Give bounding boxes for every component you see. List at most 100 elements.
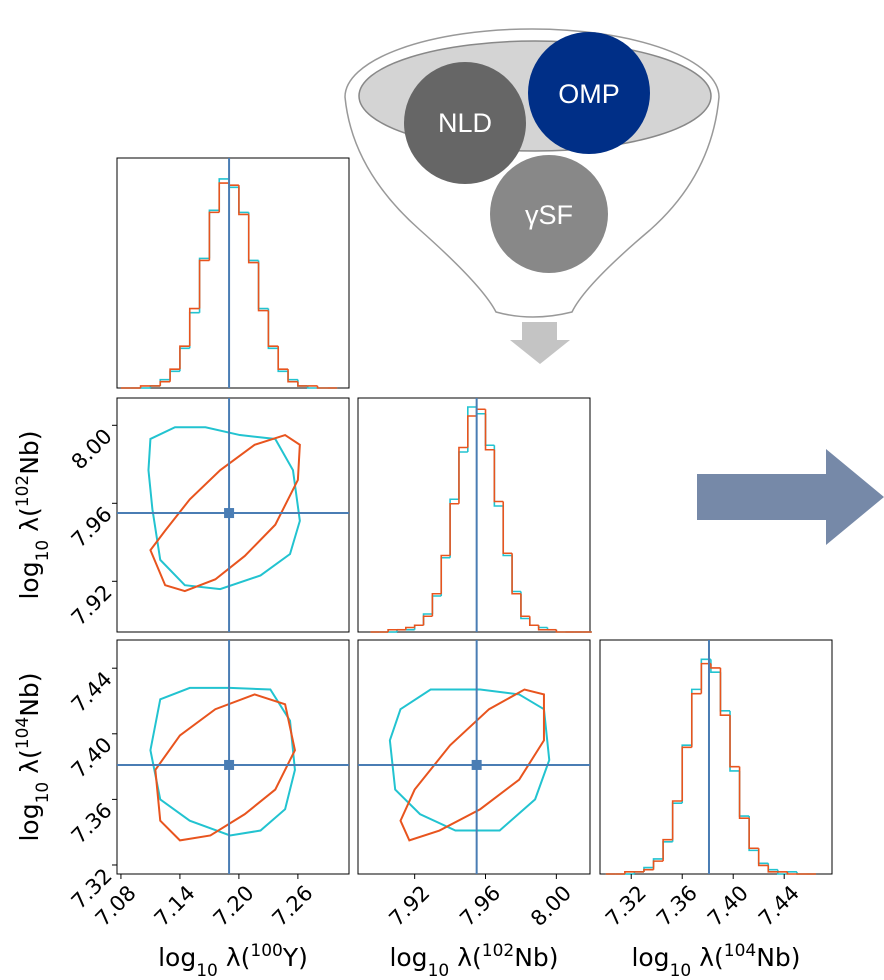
circle xyxy=(404,62,526,184)
label-sup: 104 xyxy=(13,717,33,749)
label-part: λ( xyxy=(457,943,482,972)
y-tick-label: 7.44 xyxy=(67,667,117,717)
panel-frame xyxy=(599,639,833,875)
histogram-step xyxy=(440,554,451,594)
histogram-step xyxy=(748,818,759,850)
histogram-step xyxy=(555,629,566,633)
label-sub: 10 xyxy=(428,961,450,980)
truth-marker xyxy=(224,759,235,770)
label-part: log xyxy=(15,561,44,599)
x-tick-label: 7.32 xyxy=(601,881,651,931)
histogram-step xyxy=(729,715,740,768)
histogram-step xyxy=(405,626,415,630)
label-part: λ( xyxy=(226,943,251,972)
node-label: NLD xyxy=(438,108,492,138)
histogram-step xyxy=(277,346,289,370)
contour xyxy=(149,433,301,593)
histogram-step xyxy=(267,310,279,347)
contour xyxy=(388,688,551,832)
label-part: log xyxy=(631,943,669,972)
histogram-step xyxy=(257,262,269,312)
funnel-diagram: NLD OMP γSF xyxy=(344,28,884,545)
label-part: Nb) xyxy=(514,943,558,972)
x-tick-label: 7.44 xyxy=(754,881,804,931)
label-sub: 10 xyxy=(196,961,218,980)
y-tick-label: 7.96 xyxy=(67,502,117,552)
histogram-step xyxy=(179,345,190,370)
panel-frame xyxy=(357,639,591,875)
label-sup: 100 xyxy=(250,941,282,961)
histogram-step xyxy=(247,214,259,264)
label-sup: 102 xyxy=(13,475,33,507)
histogram-step xyxy=(188,307,200,347)
label-part: Nb) xyxy=(756,943,800,972)
axis-label: log10 λ(102Nb) xyxy=(13,430,53,599)
label-sup: 104 xyxy=(724,941,756,961)
histogram-step xyxy=(528,616,539,627)
panel-frame xyxy=(116,157,350,389)
histogram-step xyxy=(502,501,513,555)
histogram-step xyxy=(159,380,171,386)
label-part: log xyxy=(389,943,427,972)
histogram-step xyxy=(208,211,220,261)
y-tick-label: 7.36 xyxy=(67,798,117,848)
label-part: Y) xyxy=(282,943,308,972)
circle xyxy=(528,32,650,154)
node-label: γSF xyxy=(525,200,573,230)
circle xyxy=(490,155,608,273)
histogram-step xyxy=(786,871,797,875)
contour xyxy=(154,693,296,842)
histogram-step xyxy=(449,502,459,556)
label-sub: 10 xyxy=(33,540,53,562)
axis-label: log10 λ(104Nb) xyxy=(631,941,800,980)
histogram-step xyxy=(643,868,654,872)
down-arrow xyxy=(510,322,570,364)
label-sub: 10 xyxy=(33,782,53,804)
label-part: λ( xyxy=(15,749,44,774)
label-part: λ( xyxy=(699,943,724,972)
histogram-step xyxy=(738,766,750,819)
contour xyxy=(147,426,301,591)
truth-marker xyxy=(224,508,235,519)
label-part: λ( xyxy=(15,507,44,532)
histogram-step xyxy=(537,625,548,631)
label-sub: 10 xyxy=(670,961,692,980)
label-part: Nb) xyxy=(15,430,44,474)
panel-frame xyxy=(357,397,591,633)
x-tick-label: 8.00 xyxy=(526,881,576,931)
histogram-step xyxy=(700,662,711,694)
histogram-step xyxy=(719,667,731,716)
histogram-step xyxy=(671,800,683,840)
histogram-step xyxy=(198,259,210,309)
histogram-step xyxy=(139,385,151,388)
y-tick-label: 7.40 xyxy=(67,733,117,783)
histogram-step xyxy=(297,381,308,387)
histogram-step xyxy=(511,553,521,595)
histogram-step xyxy=(662,838,673,862)
x-tick-label: 7.20 xyxy=(209,881,259,931)
label-part: log xyxy=(15,803,44,841)
histogram-step xyxy=(767,865,778,873)
histogram-step xyxy=(681,746,692,802)
x-tick-label: 7.40 xyxy=(703,881,753,931)
y-tick-label: 8.00 xyxy=(67,424,117,474)
histogram-step xyxy=(710,663,721,669)
histogram-step xyxy=(690,692,702,748)
label-part: log xyxy=(158,943,196,972)
histogram-step xyxy=(387,628,397,632)
node-label: OMP xyxy=(558,79,620,109)
histogram-step xyxy=(422,615,433,626)
x-tick-label: 7.96 xyxy=(455,881,505,931)
x-tick-label: 7.92 xyxy=(384,881,434,931)
right-arrow xyxy=(697,449,884,545)
axis-label: log10 λ(100Y) xyxy=(158,941,308,980)
histogram-step xyxy=(520,593,530,618)
histogram-step xyxy=(484,409,495,451)
histogram-step xyxy=(431,592,442,617)
histogram-step xyxy=(757,848,769,867)
truth-marker xyxy=(471,759,482,770)
histogram-step xyxy=(458,446,468,504)
contour xyxy=(399,688,545,842)
label-part: Nb) xyxy=(15,672,44,716)
